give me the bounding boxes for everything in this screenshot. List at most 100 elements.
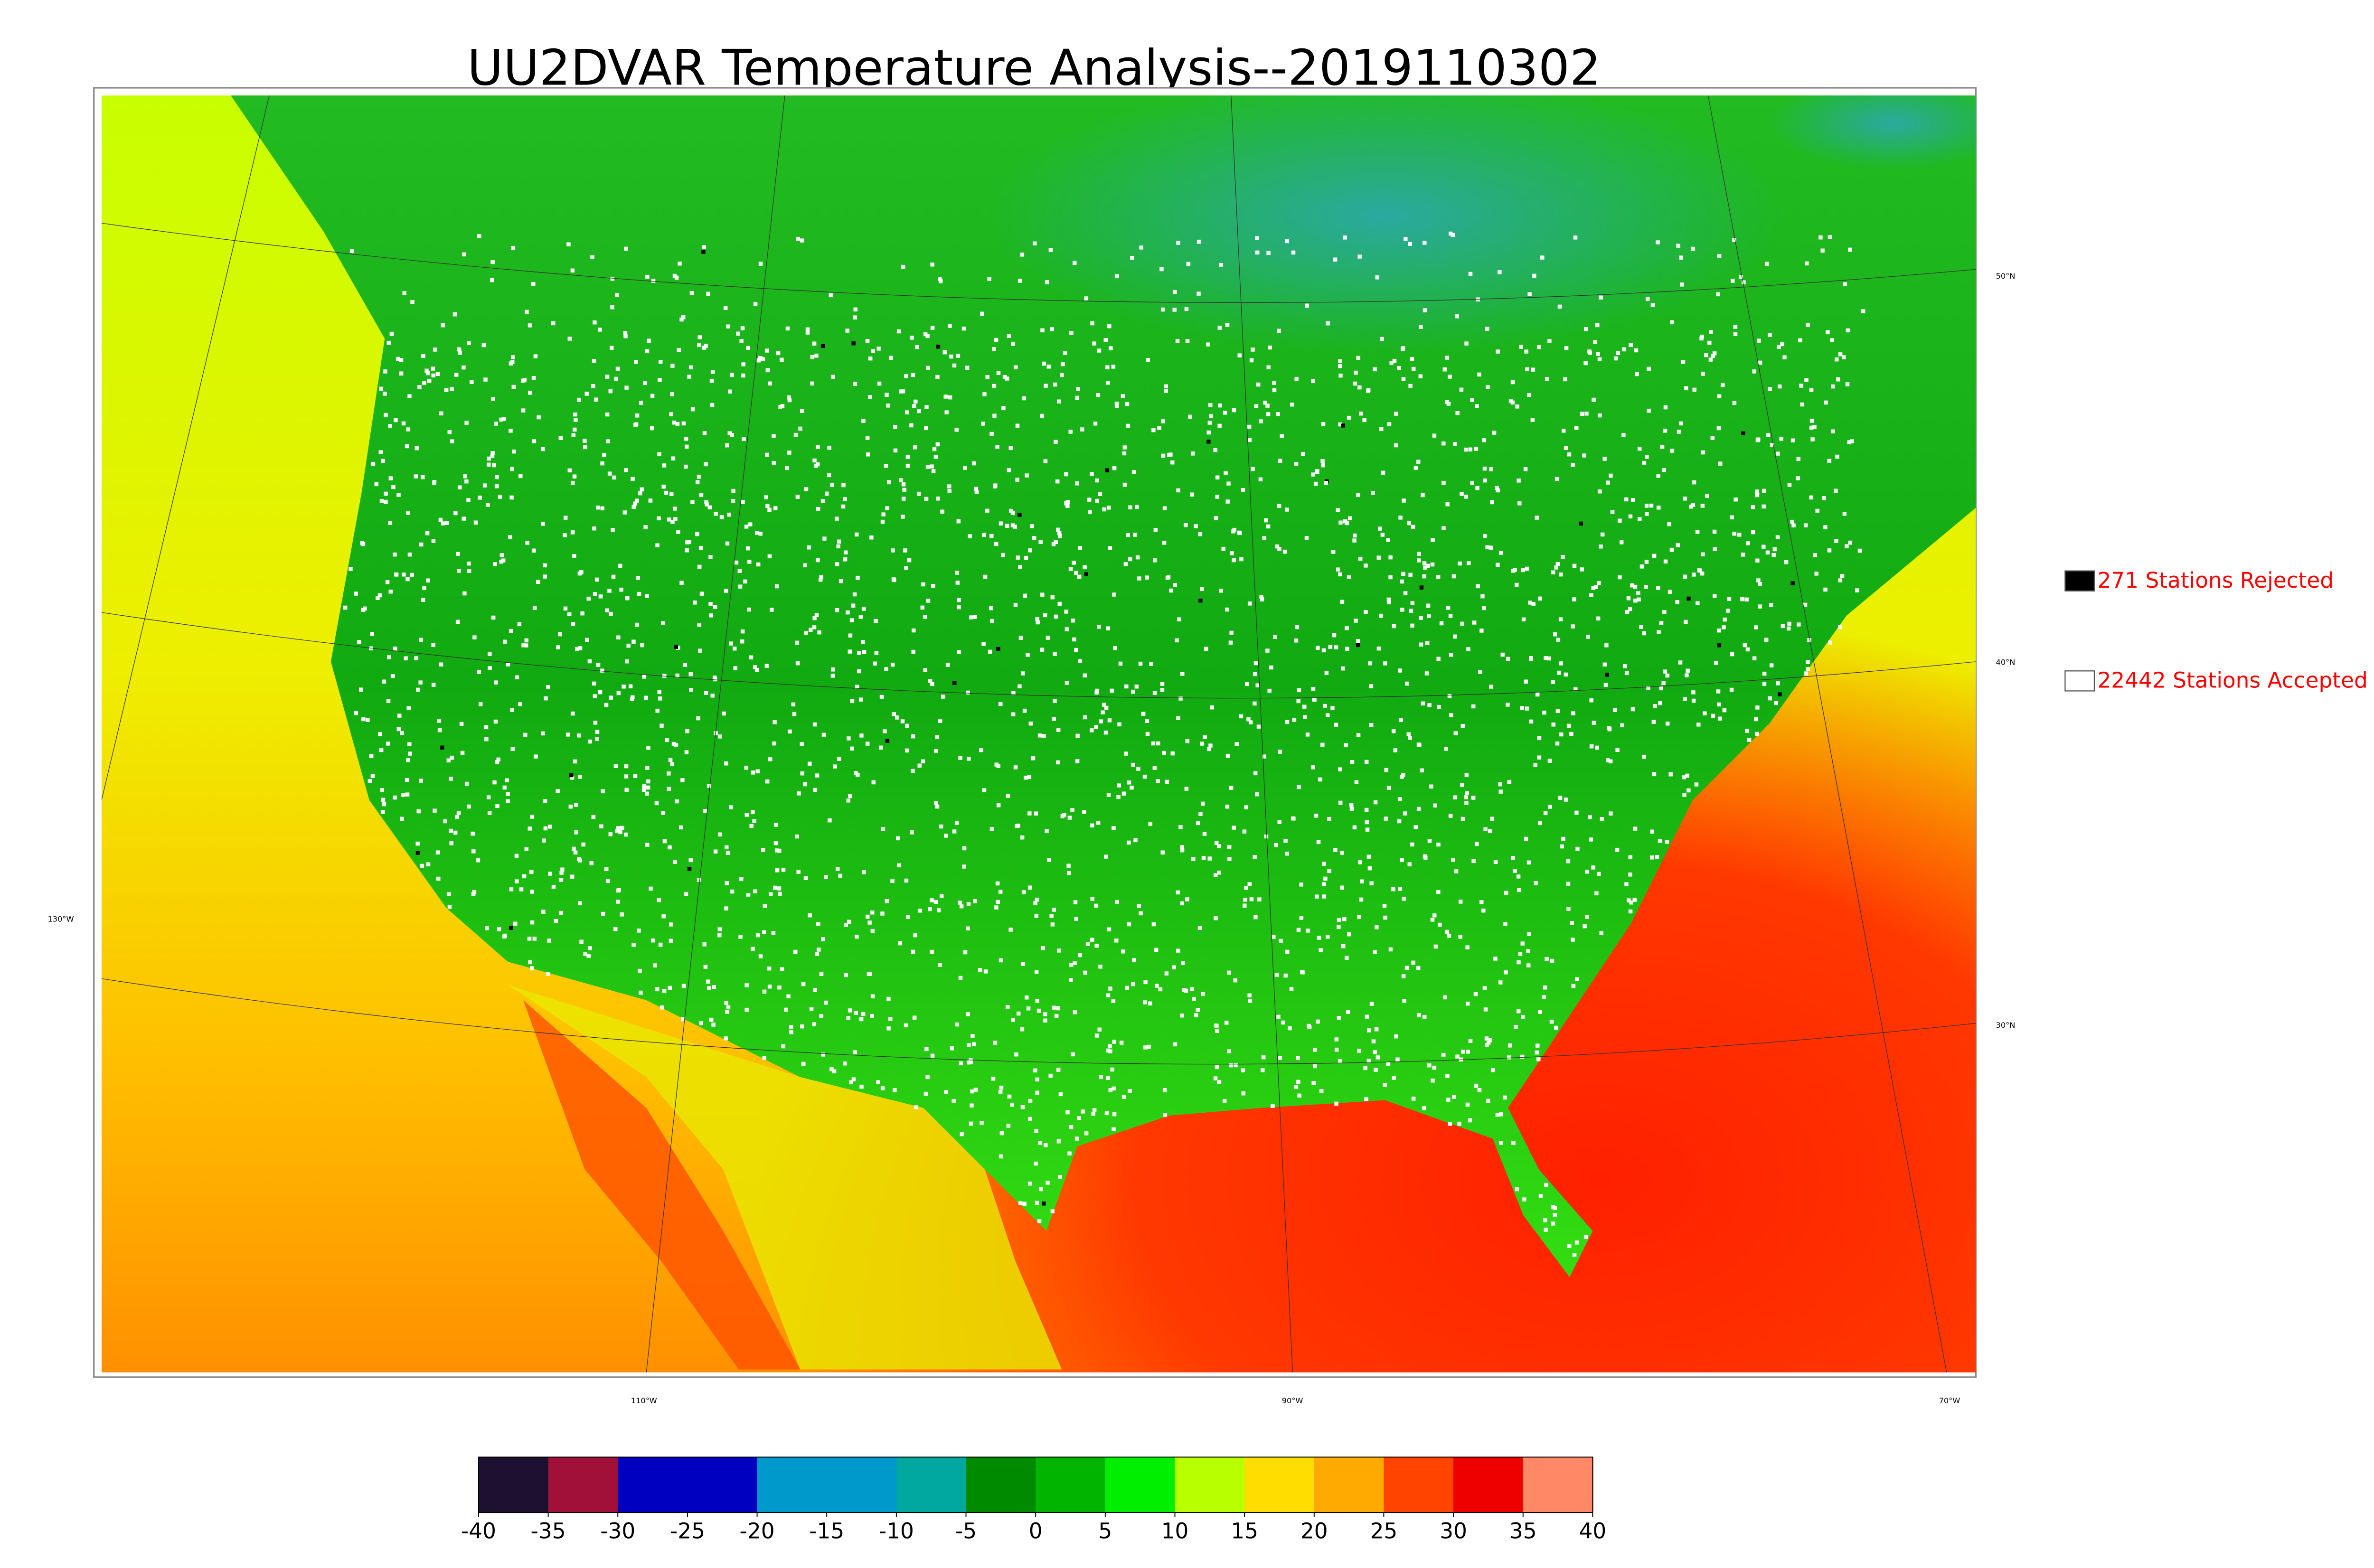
accepted-station (1244, 885, 1248, 890)
accepted-station (1464, 495, 1469, 499)
accepted-station (1225, 323, 1230, 327)
accepted-station (1536, 1043, 1540, 1048)
accepted-station (836, 544, 840, 549)
accepted-station (1229, 1063, 1233, 1068)
accepted-station (1162, 506, 1167, 510)
accepted-station (1538, 821, 1542, 826)
accepted-station (859, 733, 864, 738)
accepted-station (1083, 565, 1087, 570)
accepted-station (1018, 565, 1022, 569)
accepted-station (1084, 1131, 1089, 1136)
accepted-station (813, 788, 818, 792)
accepted-station (1525, 706, 1529, 711)
accepted-station (1226, 481, 1231, 486)
colorbar: -40 -35 -30 -25 -20 -15 -10 -5 0 5 10 15 20 25 30 35 40 (461, 1456, 1606, 1544)
accepted-station (1058, 534, 1062, 538)
accepted-station (1596, 352, 1600, 356)
colorbar-segment (827, 1457, 897, 1513)
accepted-station (996, 371, 1001, 375)
accepted-station (1139, 911, 1143, 916)
accepted-station (861, 1012, 866, 1016)
accepted-station (379, 386, 384, 391)
colorbar-segment (618, 1457, 688, 1513)
accepted-station (635, 498, 639, 503)
accepted-station (924, 1047, 929, 1052)
accepted-station (1527, 393, 1532, 397)
accepted-station (1488, 1038, 1492, 1042)
accepted-station (1574, 425, 1579, 430)
accepted-station (396, 493, 401, 497)
accepted-station (642, 784, 647, 788)
accepted-station (1575, 977, 1579, 982)
accepted-station (1395, 1057, 1400, 1061)
colorbar-tick-label: -15 (809, 1519, 844, 1544)
accepted-station (1014, 365, 1018, 369)
accepted-station (1408, 384, 1413, 388)
accepted-station (1326, 935, 1330, 939)
accepted-station (1636, 591, 1640, 595)
accepted-station (726, 324, 730, 329)
accepted-station (577, 397, 581, 402)
accepted-station (1662, 610, 1667, 614)
accepted-station (1433, 803, 1437, 807)
accepted-station (1384, 817, 1388, 821)
accepted-station (1223, 411, 1227, 415)
colorbar-tick-label: -20 (740, 1519, 775, 1544)
accepted-station (899, 389, 903, 394)
accepted-station (1600, 532, 1605, 537)
accepted-station (1186, 262, 1191, 266)
accepted-station (506, 662, 510, 667)
land (231, 95, 1976, 1277)
accepted-station (659, 360, 663, 364)
accepted-station (1034, 1129, 1038, 1133)
accepted-station (1172, 965, 1176, 969)
accepted-station (708, 602, 713, 606)
accepted-station (1488, 545, 1493, 550)
accepted-station (1391, 887, 1395, 892)
accepted-station (1334, 645, 1338, 649)
accepted-station (1543, 985, 1547, 990)
accepted-station (939, 894, 944, 898)
accepted-station (1784, 560, 1789, 564)
accepted-station (1517, 501, 1522, 506)
accepted-station (1525, 367, 1529, 372)
accepted-station (1011, 1018, 1015, 1022)
accepted-station (1323, 876, 1328, 881)
accepted-station (1043, 1018, 1047, 1023)
accepted-station (445, 521, 449, 525)
accepted-station (531, 282, 536, 286)
accepted-station (1628, 873, 1632, 877)
accepted-station (1790, 519, 1794, 524)
accepted-station (1452, 1095, 1456, 1099)
accepted-station (577, 857, 581, 861)
accepted-station (379, 499, 384, 503)
accepted-station (453, 511, 458, 516)
accepted-station (472, 890, 477, 894)
accepted-station (1514, 1025, 1518, 1029)
accepted-station (1556, 638, 1561, 642)
accepted-station (1663, 559, 1668, 564)
accepted-station (681, 315, 686, 319)
accepted-station (1392, 1076, 1396, 1080)
accepted-station (1173, 1042, 1178, 1047)
accepted-station (744, 983, 749, 987)
accepted-station (1271, 1104, 1275, 1108)
accepted-station (527, 937, 532, 941)
accepted-station (1585, 869, 1590, 874)
accepted-station (672, 420, 677, 425)
accepted-station (1486, 1099, 1490, 1103)
accepted-station (1609, 811, 1613, 816)
accepted-station (1107, 927, 1112, 931)
accepted-station (1460, 817, 1465, 821)
accepted-station (583, 952, 587, 956)
accepted-station (725, 541, 730, 546)
accepted-station (1358, 860, 1362, 864)
accepted-station (1776, 451, 1780, 456)
accepted-station (1373, 800, 1378, 805)
accepted-station (683, 663, 688, 667)
accepted-station (1215, 475, 1220, 479)
accepted-station (1386, 538, 1390, 542)
accepted-station (595, 737, 599, 741)
accepted-station (724, 1001, 728, 1005)
accepted-station (1398, 516, 1403, 520)
